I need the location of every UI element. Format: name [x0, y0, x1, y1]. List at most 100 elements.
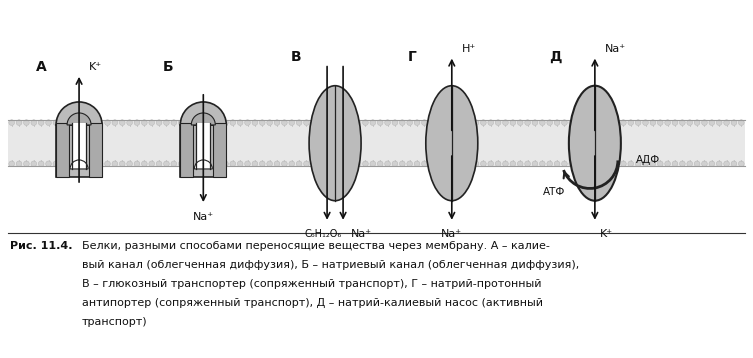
Circle shape	[385, 161, 390, 166]
Circle shape	[731, 161, 736, 166]
Circle shape	[83, 120, 88, 125]
Circle shape	[60, 161, 66, 166]
Circle shape	[716, 120, 722, 125]
Circle shape	[282, 120, 287, 125]
Circle shape	[31, 120, 37, 125]
Text: Na⁺: Na⁺	[441, 229, 462, 239]
Circle shape	[547, 161, 553, 166]
Circle shape	[562, 161, 567, 166]
Circle shape	[38, 161, 44, 166]
Circle shape	[539, 161, 545, 166]
Circle shape	[303, 161, 309, 166]
Circle shape	[591, 120, 597, 125]
Circle shape	[539, 120, 545, 125]
Circle shape	[252, 161, 258, 166]
Circle shape	[613, 120, 619, 125]
Circle shape	[105, 161, 111, 166]
Circle shape	[9, 161, 14, 166]
Circle shape	[267, 161, 273, 166]
Bar	[180, 125, 227, 177]
Circle shape	[90, 161, 96, 166]
Text: Na⁺: Na⁺	[351, 229, 372, 239]
Circle shape	[38, 120, 44, 125]
Circle shape	[451, 120, 457, 125]
Circle shape	[672, 161, 678, 166]
Circle shape	[17, 161, 22, 166]
Circle shape	[156, 161, 162, 166]
Circle shape	[466, 120, 471, 125]
Circle shape	[532, 120, 538, 125]
Circle shape	[208, 120, 214, 125]
Circle shape	[488, 161, 493, 166]
Circle shape	[178, 161, 184, 166]
Text: Д: Д	[549, 50, 562, 64]
Circle shape	[245, 161, 250, 166]
Bar	[56, 125, 102, 177]
Circle shape	[46, 161, 51, 166]
Circle shape	[525, 120, 530, 125]
Circle shape	[215, 120, 221, 125]
Circle shape	[495, 161, 501, 166]
Bar	[213, 123, 227, 177]
Circle shape	[399, 120, 405, 125]
Circle shape	[510, 161, 516, 166]
Bar	[89, 123, 102, 177]
Circle shape	[451, 161, 457, 166]
Circle shape	[628, 161, 633, 166]
Circle shape	[377, 120, 383, 125]
Circle shape	[340, 161, 346, 166]
Circle shape	[517, 120, 523, 125]
Circle shape	[208, 161, 214, 166]
Circle shape	[665, 161, 670, 166]
Circle shape	[584, 120, 590, 125]
Circle shape	[716, 161, 722, 166]
Circle shape	[731, 120, 736, 125]
Circle shape	[127, 161, 133, 166]
Bar	[8, 120, 745, 166]
Circle shape	[75, 161, 81, 166]
Text: H⁺: H⁺	[462, 44, 476, 54]
Circle shape	[429, 120, 434, 125]
Circle shape	[112, 161, 117, 166]
Circle shape	[53, 161, 59, 166]
Wedge shape	[67, 113, 91, 125]
Wedge shape	[180, 102, 227, 125]
Wedge shape	[191, 113, 215, 125]
Circle shape	[363, 120, 368, 125]
Circle shape	[230, 161, 236, 166]
Text: АТФ: АТФ	[543, 187, 565, 197]
Circle shape	[134, 161, 140, 166]
Circle shape	[90, 120, 96, 125]
Circle shape	[620, 120, 626, 125]
Circle shape	[163, 120, 169, 125]
Circle shape	[444, 161, 450, 166]
Circle shape	[223, 120, 228, 125]
Bar	[56, 123, 69, 177]
Circle shape	[274, 120, 280, 125]
Circle shape	[46, 120, 51, 125]
Circle shape	[480, 161, 486, 166]
Circle shape	[399, 161, 405, 166]
Circle shape	[392, 161, 398, 166]
Circle shape	[422, 161, 427, 166]
Text: транспорт): транспорт)	[82, 317, 148, 327]
Circle shape	[319, 120, 324, 125]
Circle shape	[657, 161, 663, 166]
Circle shape	[23, 161, 29, 166]
Circle shape	[488, 120, 493, 125]
Circle shape	[414, 161, 420, 166]
Circle shape	[620, 161, 626, 166]
Circle shape	[97, 161, 103, 166]
Circle shape	[650, 161, 656, 166]
Circle shape	[702, 120, 707, 125]
Circle shape	[532, 161, 538, 166]
Circle shape	[370, 120, 376, 125]
Circle shape	[252, 120, 258, 125]
Circle shape	[200, 120, 206, 125]
Circle shape	[459, 161, 464, 166]
Ellipse shape	[425, 86, 478, 201]
Circle shape	[340, 120, 346, 125]
Text: А: А	[36, 60, 47, 74]
Circle shape	[436, 161, 442, 166]
Circle shape	[23, 120, 29, 125]
